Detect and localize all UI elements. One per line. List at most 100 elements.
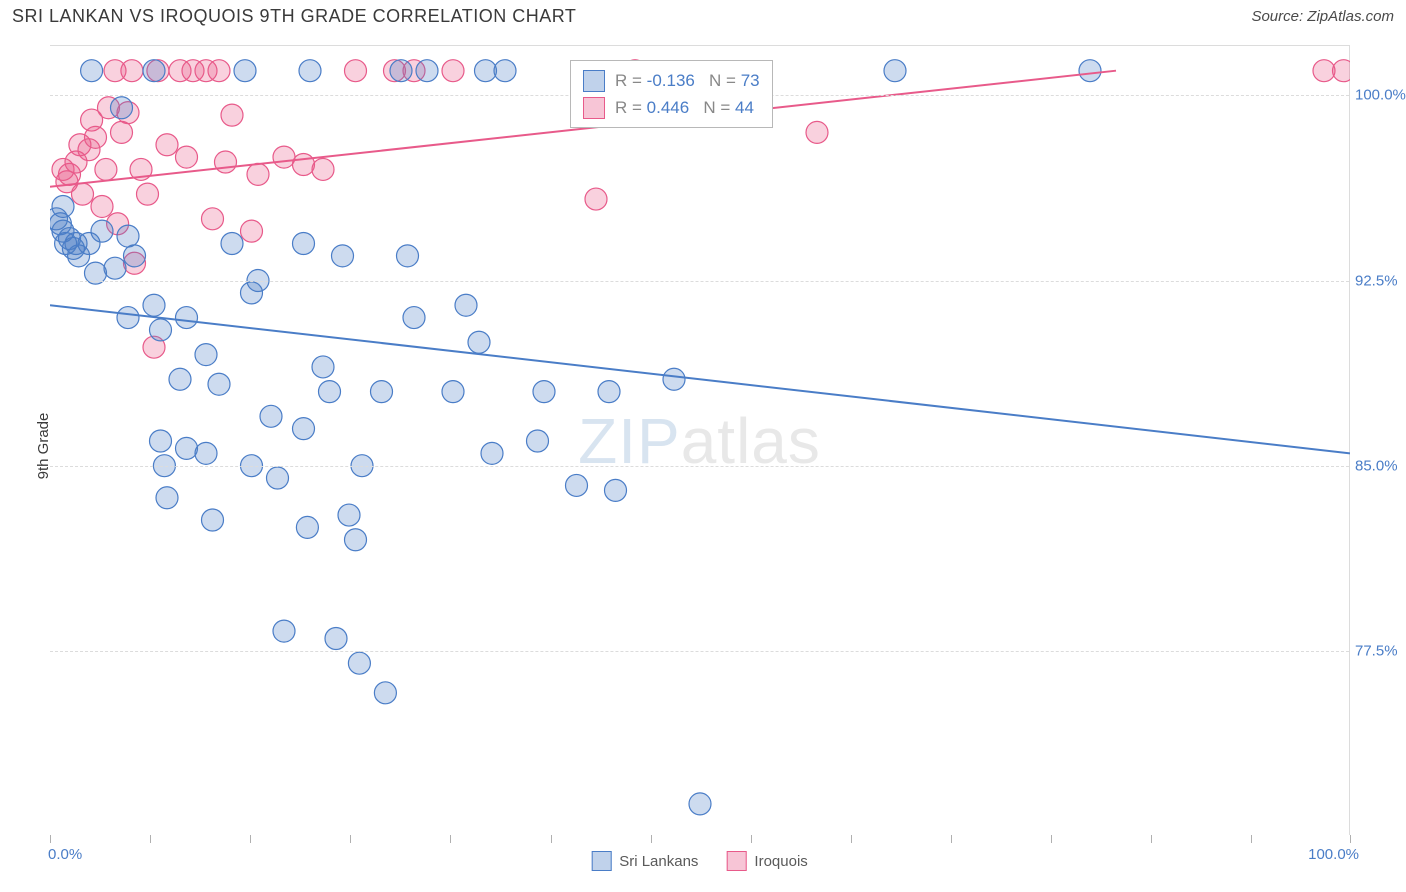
data-point <box>397 245 419 267</box>
data-point <box>299 60 321 82</box>
gridline <box>50 466 1349 467</box>
data-point <box>296 516 318 538</box>
y-tick-label: 100.0% <box>1355 87 1405 104</box>
data-point <box>416 60 438 82</box>
data-point <box>176 307 198 329</box>
data-point <box>150 319 172 341</box>
data-point <box>1079 60 1101 82</box>
y-tick-label: 77.5% <box>1355 642 1405 659</box>
x-tick <box>50 835 51 843</box>
data-point <box>143 294 165 316</box>
data-point <box>345 529 367 551</box>
data-point <box>319 381 341 403</box>
data-point <box>1333 60 1351 82</box>
data-point <box>267 467 289 489</box>
legend: Sri Lankans Iroquois <box>591 851 808 871</box>
data-point <box>221 104 243 126</box>
data-point <box>345 60 367 82</box>
data-point <box>390 60 412 82</box>
x-tick <box>1251 835 1252 843</box>
data-point <box>348 652 370 674</box>
stats-text: R = 0.446 N = 44 <box>615 94 754 121</box>
data-point <box>312 158 334 180</box>
legend-swatch <box>591 851 611 871</box>
data-point <box>215 151 237 173</box>
stats-row: R = -0.136 N = 73 <box>583 67 760 94</box>
data-point <box>332 245 354 267</box>
data-point <box>221 233 243 255</box>
data-point <box>533 381 555 403</box>
data-point <box>527 430 549 452</box>
x-tick <box>450 835 451 843</box>
data-point <box>117 225 139 247</box>
data-point <box>91 220 113 242</box>
data-point <box>293 233 315 255</box>
data-point <box>202 509 224 531</box>
series-swatch <box>583 70 605 92</box>
data-point <box>806 121 828 143</box>
data-point <box>442 60 464 82</box>
x-axis-min-label: 0.0% <box>48 846 82 863</box>
data-point <box>585 188 607 210</box>
x-tick <box>1151 835 1152 843</box>
gridline <box>50 281 1349 282</box>
data-point <box>195 344 217 366</box>
x-tick <box>350 835 351 843</box>
data-point <box>481 442 503 464</box>
data-point <box>689 793 711 815</box>
x-tick <box>551 835 552 843</box>
data-point <box>494 60 516 82</box>
chart-area: ZIPatlas 100.0%92.5%85.0%77.5% R = -0.13… <box>50 45 1350 835</box>
data-point <box>605 479 627 501</box>
x-tick <box>651 835 652 843</box>
data-point <box>566 474 588 496</box>
data-point <box>475 60 497 82</box>
data-point <box>442 381 464 403</box>
data-point <box>260 405 282 427</box>
data-point <box>234 60 256 82</box>
data-point <box>72 183 94 205</box>
x-tick <box>851 835 852 843</box>
legend-swatch <box>726 851 746 871</box>
legend-label: Iroquois <box>754 853 807 870</box>
data-point <box>208 60 230 82</box>
data-point <box>121 60 143 82</box>
data-point <box>312 356 334 378</box>
legend-item: Iroquois <box>726 851 807 871</box>
x-axis-max-label: 100.0% <box>1308 846 1359 863</box>
stats-row: R = 0.446 N = 44 <box>583 94 760 121</box>
x-tick <box>150 835 151 843</box>
correlation-stats-box: R = -0.136 N = 73R = 0.446 N = 44 <box>570 60 773 128</box>
data-point <box>374 682 396 704</box>
data-point <box>598 381 620 403</box>
data-point <box>124 245 146 267</box>
data-point <box>273 146 295 168</box>
legend-label: Sri Lankans <box>619 853 698 870</box>
data-point <box>150 430 172 452</box>
data-point <box>403 307 425 329</box>
data-point <box>137 183 159 205</box>
gridline <box>50 651 1349 652</box>
data-point <box>273 620 295 642</box>
data-point <box>117 307 139 329</box>
x-tick <box>751 835 752 843</box>
x-tick <box>1350 835 1351 843</box>
data-point <box>325 628 347 650</box>
y-tick-label: 92.5% <box>1355 272 1405 289</box>
series-swatch <box>583 97 605 119</box>
x-tick <box>951 835 952 843</box>
data-point <box>81 60 103 82</box>
data-point <box>111 97 133 119</box>
legend-item: Sri Lankans <box>591 851 698 871</box>
data-point <box>293 418 315 440</box>
scatter-plot-svg <box>50 46 1350 836</box>
data-point <box>455 294 477 316</box>
x-tick <box>250 835 251 843</box>
data-point <box>884 60 906 82</box>
stats-text: R = -0.136 N = 73 <box>615 67 760 94</box>
data-point <box>195 442 217 464</box>
source-attribution: Source: ZipAtlas.com <box>1251 8 1394 25</box>
data-point <box>156 134 178 156</box>
data-point <box>169 368 191 390</box>
data-point <box>91 195 113 217</box>
